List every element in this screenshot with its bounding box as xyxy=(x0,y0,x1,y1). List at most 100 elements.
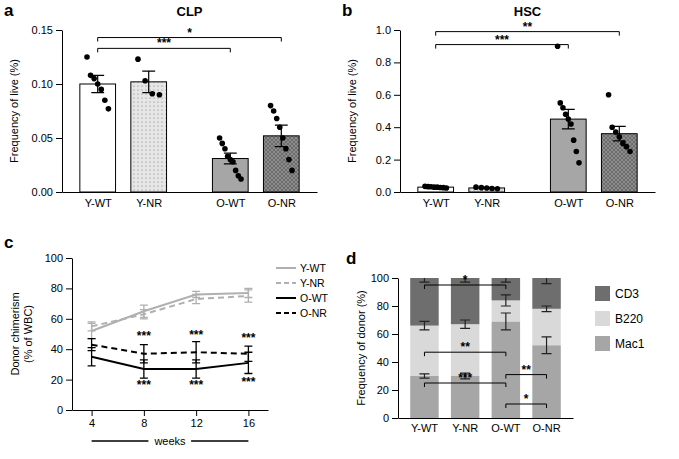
error-bar xyxy=(192,294,200,303)
chart-title: CLP xyxy=(177,4,203,19)
line xyxy=(92,357,249,369)
tick: 1.0 xyxy=(376,24,400,36)
data-point xyxy=(230,159,236,165)
error-bar xyxy=(419,321,429,329)
tick-mark xyxy=(56,138,62,139)
data-point xyxy=(238,176,244,182)
annotation: *** xyxy=(189,378,203,392)
error-bar xyxy=(501,278,511,282)
data-point xyxy=(271,108,277,114)
data-point xyxy=(222,146,228,152)
error-bar xyxy=(142,71,155,93)
line xyxy=(92,293,249,331)
panel-label: b xyxy=(342,1,352,20)
error-bar xyxy=(244,346,252,361)
annotation: *** xyxy=(241,375,255,389)
axis: 0.000.050.100.15 xyxy=(32,24,63,198)
axis-title-rule xyxy=(92,440,249,442)
axis-title: (% of WBC) xyxy=(22,305,34,363)
error-bar xyxy=(562,109,575,128)
tick-mark xyxy=(392,390,398,391)
legend-swatch xyxy=(595,286,610,301)
error-bar xyxy=(419,278,429,282)
axis-line xyxy=(62,31,63,193)
significance-label: * xyxy=(524,392,529,406)
tick: 0.0 xyxy=(376,186,400,198)
tick-label: Y-NR xyxy=(452,422,478,434)
tick: 40 xyxy=(51,343,72,355)
error-bar xyxy=(275,125,288,147)
tick-label: 20 xyxy=(51,374,63,386)
plot-area xyxy=(410,278,561,418)
tick-mark xyxy=(392,334,398,335)
data-point xyxy=(157,92,163,98)
tick-label: 12 xyxy=(191,417,203,429)
significance-label: * xyxy=(463,273,468,287)
plot-area xyxy=(80,54,299,192)
tick: O-NR xyxy=(606,197,634,209)
legend-swatch xyxy=(595,336,610,351)
tick: 0.10 xyxy=(32,78,62,90)
bar-segment xyxy=(451,324,479,376)
legend-label: Y-WT xyxy=(300,262,326,274)
bar xyxy=(80,84,116,192)
data-point xyxy=(106,106,112,112)
tick: 0.2 xyxy=(376,154,400,166)
tick-label: 0.10 xyxy=(32,78,53,90)
data-point xyxy=(135,56,141,62)
bar xyxy=(601,134,637,192)
data-point xyxy=(268,103,274,109)
error-bar xyxy=(88,322,96,331)
tick-mark xyxy=(56,84,62,85)
error-bar xyxy=(460,320,470,328)
data-point xyxy=(473,184,479,190)
data-point xyxy=(557,100,563,106)
legend-label: CD3 xyxy=(615,287,639,301)
tick-label: 40 xyxy=(377,356,389,368)
data-point xyxy=(563,111,569,117)
data-point xyxy=(233,168,239,174)
data-point xyxy=(495,186,501,192)
significance-label: ** xyxy=(523,20,533,34)
data-point xyxy=(219,141,225,147)
legend: CD3B220Mac1 xyxy=(595,286,645,351)
tick: Y-NR xyxy=(452,422,478,434)
tick: 0.00 xyxy=(32,186,62,198)
data-point xyxy=(568,121,574,127)
data-point xyxy=(571,137,577,143)
data-point xyxy=(560,105,566,111)
tick-mark xyxy=(92,410,93,416)
tick-label: 100 xyxy=(45,252,63,264)
significance-label: * xyxy=(187,26,192,40)
tick-label: Y-WT xyxy=(85,197,112,209)
tick: 0 xyxy=(383,412,398,424)
error-bar xyxy=(244,290,252,302)
tick-label: O-NR xyxy=(268,197,296,209)
data-point xyxy=(609,124,615,130)
tick-label: Y-NR xyxy=(136,197,162,209)
tick: O-WT xyxy=(216,197,246,209)
data-point xyxy=(613,129,619,135)
error-bar xyxy=(501,313,511,330)
data-point xyxy=(286,157,292,163)
data-point xyxy=(280,135,286,141)
tick: 60 xyxy=(51,313,72,325)
axis: 0.00.20.40.60.81.0 xyxy=(376,24,401,198)
axis: 0 20 40 60 80 100 xyxy=(45,252,73,416)
legend-swatch xyxy=(276,267,296,269)
tick: 80 xyxy=(51,282,72,294)
tick: 4 xyxy=(89,410,95,429)
tick-label: 0 xyxy=(383,412,389,424)
axis: 020406080100 xyxy=(371,272,399,424)
tick-label: 20 xyxy=(377,384,389,396)
tick: 20 xyxy=(377,384,398,396)
tick-mark xyxy=(66,380,72,381)
tick-label: Y-WT xyxy=(411,422,438,434)
tick-label: 0 xyxy=(57,404,63,416)
error-bar xyxy=(192,342,200,363)
annotation: *** xyxy=(137,378,151,392)
error-bar xyxy=(542,337,552,354)
data-point xyxy=(98,87,104,93)
significance-label: ** xyxy=(522,363,532,377)
tick-label: O-NR xyxy=(532,422,560,434)
